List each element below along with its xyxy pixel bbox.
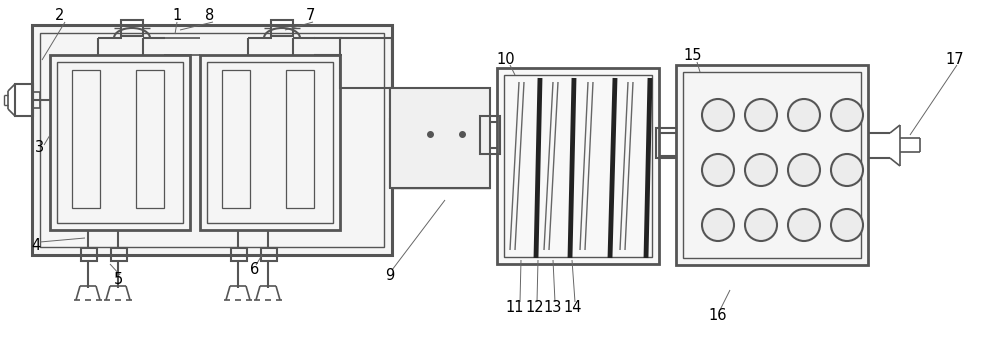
- Text: 8: 8: [205, 9, 215, 24]
- Bar: [50, 55, 190, 230]
- Bar: [286, 70, 314, 208]
- Circle shape: [745, 209, 777, 241]
- Circle shape: [831, 99, 863, 131]
- Circle shape: [702, 209, 734, 241]
- Circle shape: [788, 209, 820, 241]
- Bar: [111, 248, 127, 261]
- Bar: [200, 55, 340, 230]
- Text: 15: 15: [684, 47, 702, 62]
- Circle shape: [788, 154, 820, 186]
- Circle shape: [831, 154, 863, 186]
- Bar: [676, 65, 868, 265]
- Text: 11: 11: [506, 300, 524, 315]
- Bar: [340, 38, 392, 88]
- Circle shape: [745, 154, 777, 186]
- Bar: [57, 62, 183, 223]
- Circle shape: [745, 99, 777, 131]
- Text: 4: 4: [31, 237, 41, 252]
- Bar: [261, 248, 277, 261]
- Bar: [121, 20, 143, 36]
- Text: 5: 5: [113, 272, 123, 287]
- Text: 7: 7: [305, 9, 315, 24]
- Bar: [15, 84, 33, 116]
- Bar: [271, 20, 293, 36]
- Bar: [497, 68, 659, 264]
- Text: 13: 13: [544, 300, 562, 315]
- Bar: [32, 25, 392, 255]
- Circle shape: [702, 154, 734, 186]
- Text: 14: 14: [564, 300, 582, 315]
- Text: 9: 9: [385, 267, 395, 282]
- Bar: [504, 75, 652, 257]
- Text: 16: 16: [709, 308, 727, 323]
- Circle shape: [702, 99, 734, 131]
- Bar: [683, 72, 861, 258]
- Text: 2: 2: [55, 9, 65, 24]
- Text: 17: 17: [946, 53, 964, 68]
- Text: 1: 1: [172, 9, 182, 24]
- Bar: [656, 128, 678, 158]
- Circle shape: [788, 99, 820, 131]
- Text: 12: 12: [526, 300, 544, 315]
- Text: 3: 3: [35, 140, 45, 155]
- Bar: [81, 248, 97, 261]
- Bar: [480, 116, 500, 154]
- Circle shape: [831, 209, 863, 241]
- Bar: [207, 62, 333, 223]
- Text: 6: 6: [250, 263, 260, 278]
- Bar: [136, 70, 164, 208]
- Bar: [390, 88, 490, 188]
- Text: 10: 10: [497, 53, 515, 68]
- Bar: [231, 248, 247, 261]
- Bar: [40, 33, 384, 247]
- Bar: [222, 70, 250, 208]
- Bar: [72, 70, 100, 208]
